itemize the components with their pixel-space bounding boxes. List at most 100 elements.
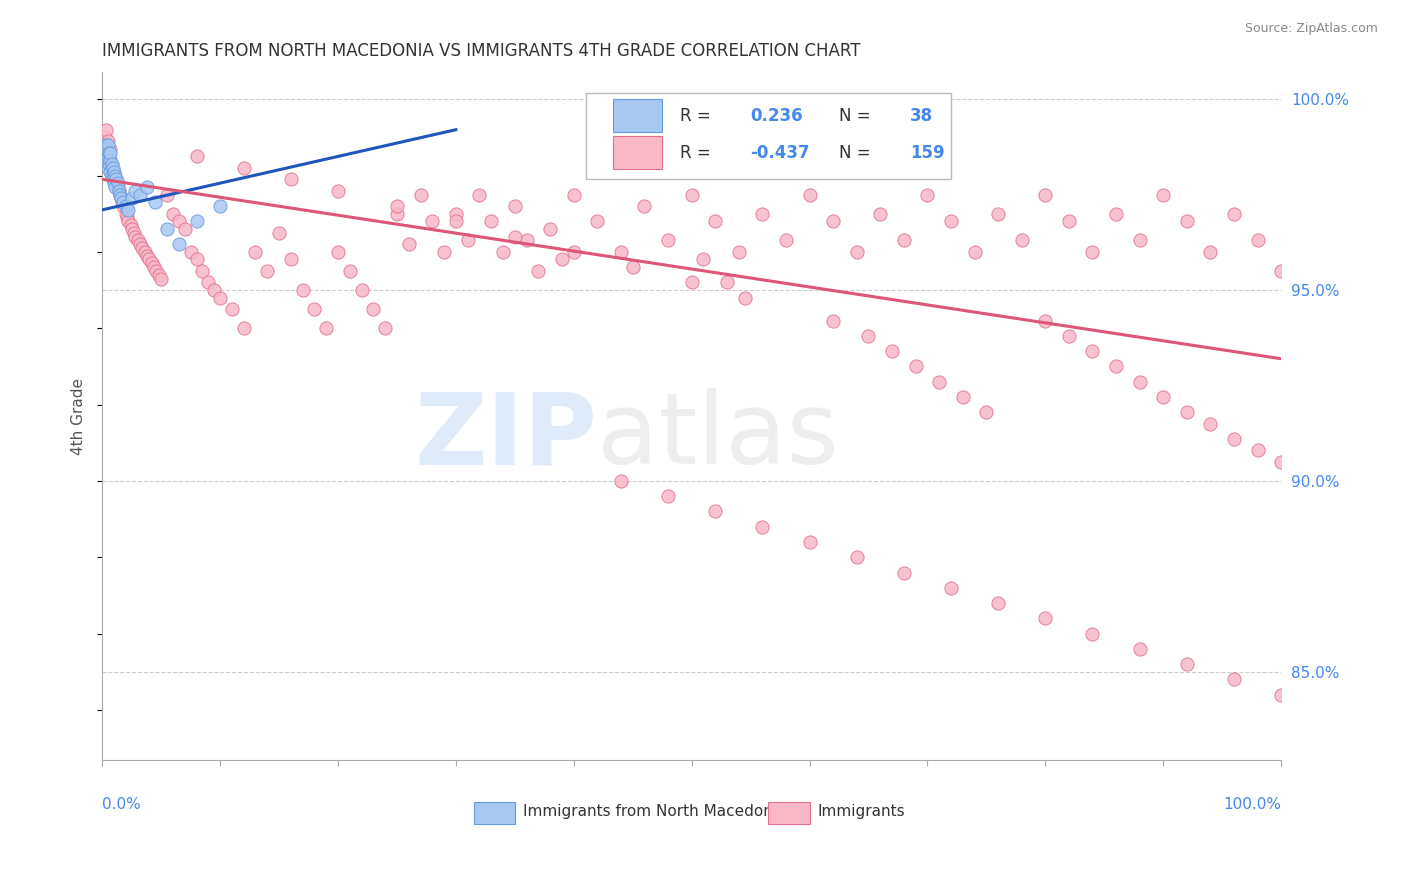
Point (110, 191, 132, 205)
Point (562, 244, 585, 259)
Point (104, 172, 127, 186)
Text: 38: 38 (910, 107, 932, 125)
Point (444, 214, 467, 228)
Point (1011, 234, 1033, 248)
Point (122, 226, 145, 240)
Point (96, 142, 118, 156)
Point (156, 222, 179, 236)
Point (385, 199, 408, 213)
Point (444, 207, 467, 221)
Point (96, 153, 118, 168)
Point (1223, 673, 1246, 687)
Point (751, 207, 773, 221)
Point (374, 321, 396, 335)
Text: Source: ZipAtlas.com: Source: ZipAtlas.com (1244, 22, 1378, 36)
Point (928, 375, 950, 389)
Point (845, 244, 868, 259)
Point (1057, 214, 1080, 228)
Point (385, 207, 408, 221)
Point (93, 142, 115, 156)
Point (1081, 244, 1104, 259)
Point (121, 191, 143, 205)
Point (105, 176, 128, 190)
Point (1175, 214, 1198, 228)
Point (108, 187, 131, 202)
Text: R =: R = (681, 107, 716, 125)
Point (1129, 641, 1152, 656)
Point (692, 252, 714, 267)
Point (103, 176, 125, 190)
Point (291, 283, 314, 297)
Point (145, 264, 167, 278)
Point (100, 153, 122, 168)
Point (191, 264, 214, 278)
Point (117, 214, 139, 228)
Point (516, 234, 538, 248)
Y-axis label: 4th Grade: 4th Grade (72, 377, 86, 455)
Point (1105, 207, 1128, 221)
Point (129, 187, 152, 202)
Text: R =: R = (681, 144, 716, 161)
Point (326, 184, 349, 198)
Point (94, 138, 117, 153)
Point (727, 244, 749, 259)
Point (232, 161, 254, 175)
Point (1152, 390, 1174, 404)
Text: Immigrants: Immigrants (818, 804, 905, 819)
Point (1033, 611, 1056, 625)
Point (734, 291, 756, 305)
Point (1223, 432, 1246, 446)
Point (167, 214, 190, 228)
Point (141, 256, 163, 270)
Point (1246, 234, 1268, 248)
Text: 159: 159 (910, 144, 945, 161)
Point (1033, 313, 1056, 327)
Point (326, 244, 349, 259)
Point (799, 187, 821, 202)
Point (107, 184, 129, 198)
Point (917, 187, 939, 202)
Point (280, 172, 302, 186)
Point (1199, 417, 1222, 431)
Point (987, 207, 1010, 221)
FancyBboxPatch shape (585, 93, 950, 179)
Point (105, 172, 128, 186)
Point (103, 169, 125, 183)
Point (398, 237, 420, 252)
Point (869, 207, 891, 221)
Point (110, 191, 132, 205)
Point (101, 164, 124, 178)
Point (120, 218, 142, 232)
Point (124, 229, 146, 244)
Point (1081, 626, 1104, 640)
Point (143, 260, 166, 274)
Point (987, 596, 1010, 610)
Point (799, 535, 821, 549)
Point (1081, 344, 1104, 359)
Point (704, 504, 727, 518)
Point (131, 241, 153, 255)
Point (704, 214, 727, 228)
Point (610, 244, 633, 259)
Point (107, 184, 129, 198)
Point (97, 138, 120, 153)
Point (1129, 234, 1152, 248)
Text: 0.236: 0.236 (751, 107, 803, 125)
Point (952, 390, 974, 404)
Point (115, 211, 138, 225)
Point (100, 157, 122, 171)
Point (256, 264, 278, 278)
Point (180, 244, 202, 259)
Point (681, 187, 703, 202)
Point (904, 359, 927, 374)
Point (107, 180, 129, 194)
Text: -0.437: -0.437 (751, 144, 810, 161)
Point (143, 195, 166, 210)
Point (108, 187, 131, 202)
Text: Immigrants from North Macedonia: Immigrants from North Macedonia (523, 804, 786, 819)
Point (339, 264, 361, 278)
Point (100, 157, 122, 171)
Text: N =: N = (839, 144, 876, 161)
Point (1270, 455, 1292, 469)
Point (121, 222, 143, 236)
